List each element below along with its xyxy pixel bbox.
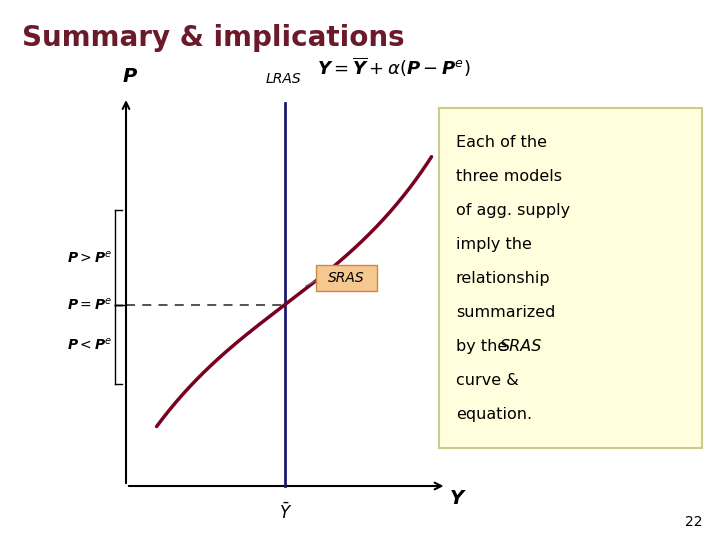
FancyBboxPatch shape (316, 265, 377, 291)
Text: Y: Y (450, 489, 464, 508)
Text: $\bar{Y}$: $\bar{Y}$ (279, 502, 292, 523)
Text: $\boldsymbol{P} = \boldsymbol{P}^e$: $\boldsymbol{P} = \boldsymbol{P}^e$ (66, 296, 112, 313)
Text: 22: 22 (685, 515, 702, 529)
Text: of agg. supply: of agg. supply (456, 203, 570, 218)
Text: Each of the: Each of the (456, 135, 546, 150)
Text: Summary & implications: Summary & implications (22, 24, 404, 52)
Text: by the: by the (456, 339, 512, 354)
Text: relationship: relationship (456, 271, 550, 286)
Text: LRAS: LRAS (266, 72, 302, 86)
Text: SRAS: SRAS (500, 339, 543, 354)
Text: equation.: equation. (456, 407, 532, 422)
FancyBboxPatch shape (439, 108, 702, 448)
Text: $\boldsymbol{P} < \boldsymbol{P}^e$: $\boldsymbol{P} < \boldsymbol{P}^e$ (66, 336, 112, 352)
Text: $\boldsymbol{P} > \boldsymbol{P}^e$: $\boldsymbol{P} > \boldsymbol{P}^e$ (66, 249, 112, 265)
Text: three models: three models (456, 169, 562, 184)
Text: summarized: summarized (456, 305, 555, 320)
Text: P: P (122, 68, 137, 86)
Text: $\boldsymbol{Y} = \overline{\boldsymbol{Y}} + \alpha(\boldsymbol{P} - \boldsymbo: $\boldsymbol{Y} = \overline{\boldsymbol{… (317, 56, 470, 79)
Text: curve &: curve & (456, 373, 518, 388)
Text: SRAS: SRAS (328, 271, 364, 285)
Text: imply the: imply the (456, 237, 531, 252)
